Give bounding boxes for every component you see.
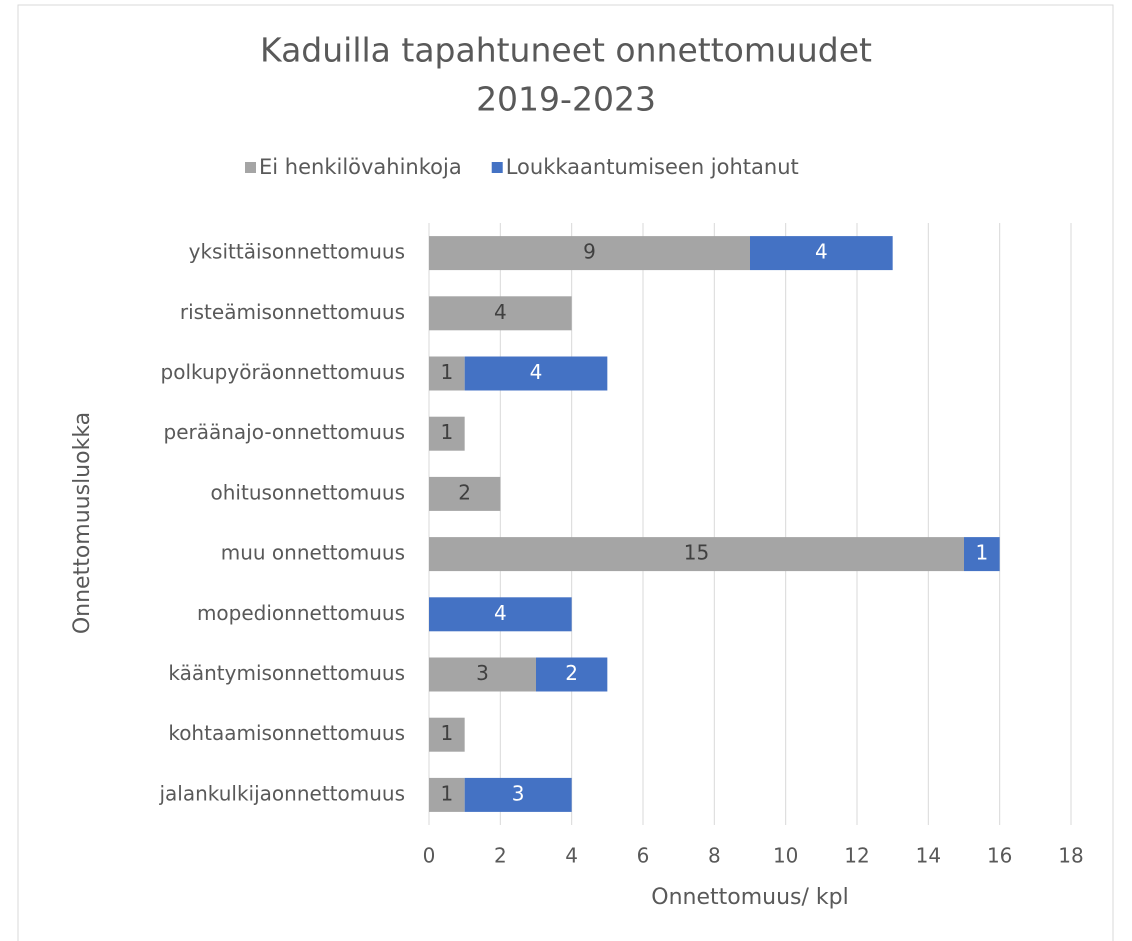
x-tick-label: 0 (423, 844, 436, 868)
x-tick-label: 14 (916, 844, 941, 868)
data-label: 1 (440, 360, 453, 384)
x-tick-label: 18 (1058, 844, 1083, 868)
bar-segment (464, 777, 572, 812)
bar-segment (464, 356, 608, 391)
legend-swatch (245, 162, 256, 173)
chart-title: Kaduilla tapahtuneet onnettomuudet (260, 31, 872, 70)
data-label: 1 (440, 781, 453, 805)
legend-label: Ei henkilövahinkoja (259, 155, 462, 179)
x-tick-label: 2 (494, 844, 507, 868)
y-tick-label: kääntymisonnettomuus (168, 661, 405, 685)
y-tick-label: peräänajo-onnettomuus (164, 420, 405, 444)
x-tick-label: 12 (844, 844, 869, 868)
x-tick-label: 10 (773, 844, 798, 868)
data-label: 4 (494, 601, 507, 625)
y-tick-label: muu onnettomuus (221, 541, 405, 565)
y-tick-label: risteämisonnettomuus (180, 300, 405, 324)
data-label: 4 (815, 240, 828, 264)
data-label: 2 (458, 480, 471, 504)
legend-label: Loukkaantumiseen johtanut (506, 155, 799, 179)
data-label: 3 (476, 661, 489, 685)
bar-segment (429, 476, 501, 511)
data-label: 1 (440, 420, 453, 444)
bar-segment (429, 597, 572, 632)
bar-segment (750, 236, 893, 271)
y-axis-title: Onnettomuusluokka (70, 412, 95, 634)
data-label: 15 (684, 541, 709, 565)
bar-segment (429, 416, 465, 451)
bar-segment (964, 537, 1000, 572)
data-label: 2 (565, 661, 578, 685)
data-label: 3 (512, 781, 525, 805)
bar-segment (536, 657, 608, 692)
x-tick-label: 4 (565, 844, 578, 868)
y-tick-label: yksittäisonnettomuus (189, 240, 405, 264)
x-axis-title: Onnettomuus/ kpl (651, 885, 848, 910)
bar-segment (429, 717, 465, 752)
bar-segment (429, 777, 465, 812)
y-tick-label: polkupyöräonnettomuus (161, 360, 405, 384)
bar-segment (429, 657, 536, 692)
bar-segment (429, 236, 750, 271)
data-label: 1 (440, 721, 453, 745)
chart-title: 2019-2023 (476, 80, 656, 119)
bar-segment (429, 356, 465, 391)
x-tick-label: 6 (637, 844, 650, 868)
bar-segment (429, 537, 964, 572)
legend-swatch (491, 162, 503, 173)
bar-segment (429, 296, 572, 331)
y-tick-label: mopedionnettomuus (197, 601, 405, 625)
y-tick-label: ohitusonnettomuus (211, 480, 405, 504)
x-tick-label: 8 (708, 844, 721, 868)
y-tick-label: jalankulkijaonnettomuus (158, 781, 405, 805)
data-label: 4 (530, 360, 543, 384)
y-tick-label: kohtaamisonnettomuus (168, 721, 405, 745)
data-label: 1 (975, 541, 988, 565)
x-tick-label: 16 (987, 844, 1012, 868)
data-label: 9 (583, 240, 596, 264)
data-label: 4 (494, 300, 507, 324)
